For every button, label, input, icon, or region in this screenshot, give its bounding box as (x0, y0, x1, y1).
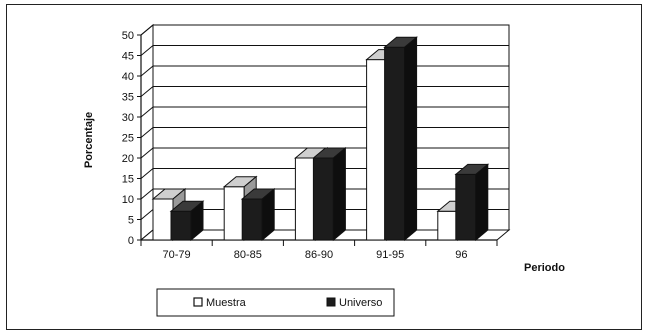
gridline-diag (140, 188, 154, 200)
y-tick-label: 40 (122, 71, 134, 83)
bar (170, 210, 192, 241)
y-tick-label: 25 (122, 133, 134, 145)
y-tick-label: 20 (122, 153, 134, 165)
bar (223, 186, 245, 241)
bar-side (190, 200, 204, 242)
x-tick-label: 70-79 (163, 249, 191, 261)
y-tick-label: 10 (122, 194, 134, 206)
bar (384, 46, 406, 241)
bar (312, 157, 334, 241)
bar (366, 59, 388, 241)
gridline-diag (140, 24, 154, 36)
x-tick-label: 80-85 (234, 249, 262, 261)
y-axis-ticks: 0 5 10 15 20 25 30 35 40 45 50 (122, 30, 142, 247)
bar-side (475, 163, 489, 242)
gridline-diag (140, 127, 154, 138)
bar (437, 210, 459, 241)
gridline-diag (140, 86, 154, 97)
x-axis-title: Periodo (524, 262, 565, 274)
legend: Muestra Universo (156, 288, 395, 317)
x-tick-label: 96 (455, 249, 467, 261)
legend-swatch-muestra (193, 297, 203, 307)
gridline-diag (140, 168, 154, 179)
bar-side (332, 146, 346, 242)
bar-side (404, 36, 418, 242)
y-tick-label: 35 (122, 92, 134, 104)
y-tick-label: 30 (122, 112, 134, 124)
x-axis-ticks: 70-79 80-85 86-90 91-95 96 (140, 240, 498, 261)
gridline-diag (140, 65, 154, 77)
legend-label-universo: Universo (339, 297, 382, 309)
y-tick-label: 0 (128, 235, 134, 247)
bar-side (261, 187, 275, 242)
legend-swatch-universo (326, 297, 336, 307)
bar (152, 198, 174, 241)
legend-label-muestra: Muestra (206, 297, 247, 309)
bars (151, 36, 490, 242)
gridline-diag (140, 106, 154, 118)
y-tick-label: 45 (122, 51, 134, 63)
y-tick-label: 50 (122, 30, 134, 42)
x-tick-label: 91-95 (376, 249, 404, 261)
y-axis-title: Porcentaje (83, 112, 95, 168)
y-tick-label: 5 (128, 215, 134, 227)
bar (455, 173, 477, 241)
bar (241, 198, 263, 241)
bar (294, 157, 316, 241)
y-tick-label: 15 (122, 174, 134, 186)
gridline-diag (140, 147, 154, 159)
x-tick-label: 86-90 (305, 249, 333, 261)
gridline-diag (140, 209, 154, 220)
gridline-diag (140, 45, 154, 56)
